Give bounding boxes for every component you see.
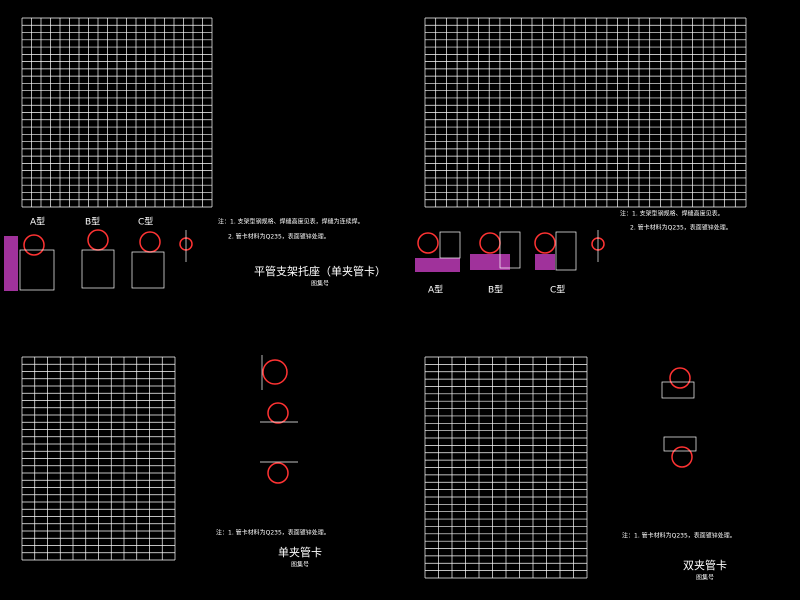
hatch xyxy=(4,236,18,291)
views-bottom-left xyxy=(260,355,298,484)
note: 注：1. 支架型钢规格、焊缝高度见表。 xyxy=(620,210,724,218)
view-label: C型 xyxy=(550,285,565,296)
pipe xyxy=(23,234,45,256)
subtitle: 图集号 xyxy=(696,574,714,582)
clamp xyxy=(262,359,288,385)
title: 单夹管卡 xyxy=(278,545,322,559)
views-bottom-right xyxy=(661,367,697,468)
subtitle: 图集号 xyxy=(311,280,329,288)
pipe xyxy=(417,232,439,254)
view-label: A型 xyxy=(30,217,45,228)
view-label: C型 xyxy=(138,217,153,228)
note: 2. 管卡材料为Q235，表面镀锌处理。 xyxy=(228,233,330,241)
tables xyxy=(21,17,747,579)
clamp xyxy=(267,402,289,424)
hatch xyxy=(535,254,555,270)
plate xyxy=(661,381,695,399)
support xyxy=(131,251,165,289)
pipe xyxy=(87,229,109,251)
hatch xyxy=(415,258,460,272)
views-top-right: A型 B型 C型 xyxy=(415,230,605,296)
views-top-left: A型 B型 C型 xyxy=(4,217,193,291)
clamp xyxy=(267,462,289,484)
clamp xyxy=(671,446,693,468)
subtitle: 图集号 xyxy=(291,561,309,569)
plate xyxy=(663,436,697,452)
pipe xyxy=(139,231,161,253)
hatch xyxy=(470,254,510,270)
support xyxy=(19,249,55,291)
note: 注：1. 管卡材料为Q235，表面镀锌处理。 xyxy=(216,529,330,537)
view-label: A型 xyxy=(428,285,443,296)
view-label: B型 xyxy=(85,217,100,228)
note: 注：1. 支架型钢规格、焊缝高度见表，焊缝为连续焊。 xyxy=(218,218,364,226)
title: 平管支架托座（单夹管卡） xyxy=(254,264,386,278)
support xyxy=(439,231,461,259)
support xyxy=(499,231,521,269)
support xyxy=(555,231,577,271)
note: 2. 管卡材料为Q235，表面镀锌处理。 xyxy=(630,224,732,232)
clamp xyxy=(669,367,691,389)
title: 双夹管卡 xyxy=(683,558,727,572)
view-label: B型 xyxy=(488,285,503,296)
pipe xyxy=(479,232,501,254)
note: 注：1. 管卡材料为Q235，表面镀锌处理。 xyxy=(622,532,736,540)
pipe xyxy=(534,232,556,254)
support xyxy=(81,249,115,289)
